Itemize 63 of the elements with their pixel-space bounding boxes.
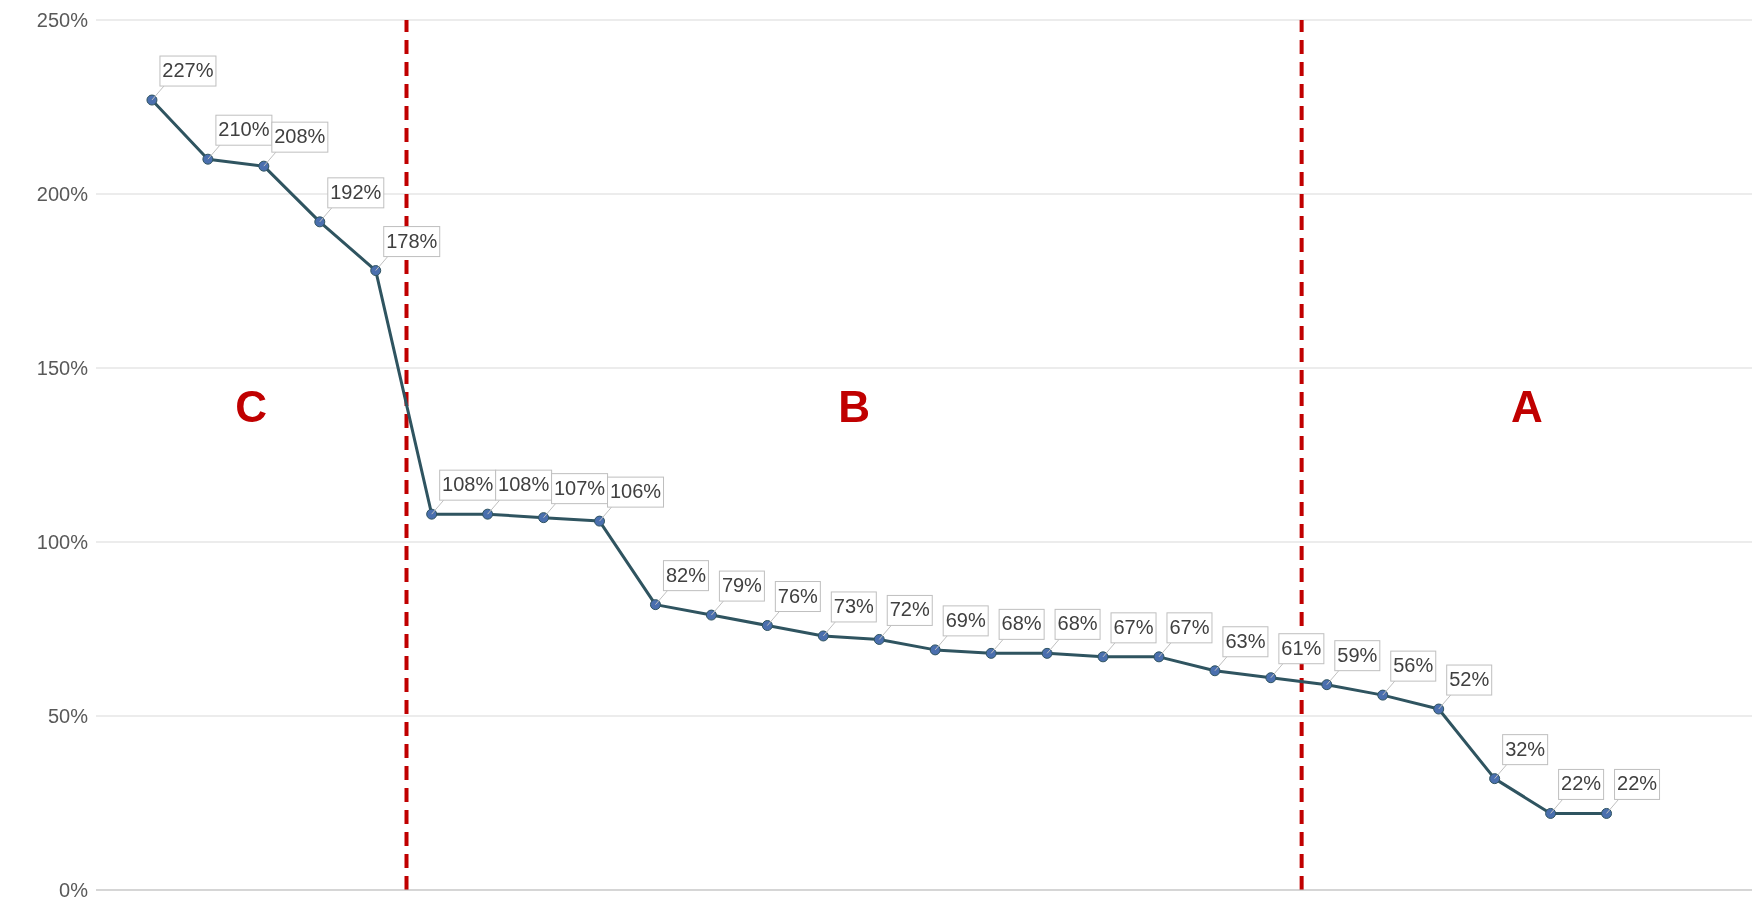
data-label: 72% [889,598,930,621]
point [761,620,773,632]
point [1545,807,1557,819]
data-label: 68% [1057,612,1098,635]
point [1321,679,1333,691]
y-tick-label: 0% [59,879,89,902]
data-label: 82% [665,563,707,586]
data-label: 22% [1617,772,1658,795]
data-label: 108% [442,473,494,496]
point [1209,665,1221,677]
y-tick-label: 100% [36,531,89,554]
point [1601,807,1613,819]
point [1433,703,1445,715]
point [426,508,438,520]
point [482,508,494,520]
point [1097,651,1109,663]
data-label: 192% [330,180,382,203]
data-label: 67% [1169,615,1210,638]
point [538,512,550,524]
data-label: 76% [777,584,819,607]
y-tick-label: 250% [36,9,89,32]
point [146,94,158,106]
annotation: B [838,381,870,431]
y-tick-label: 50% [47,705,89,728]
data-label: 69% [945,608,986,631]
point [873,633,885,645]
point [705,609,717,621]
point [1041,647,1053,659]
data-label: 227% [162,59,214,82]
data-label: 67% [1113,615,1154,638]
point [202,153,214,165]
point [1265,672,1277,684]
data-label: 178% [386,229,438,252]
point [985,647,997,659]
data-label: 79% [721,574,763,597]
point [649,599,661,611]
annotation: C [235,381,268,431]
data-label: 68% [1001,612,1042,635]
point [817,630,829,642]
point [594,515,606,527]
point [314,216,326,228]
point [1377,689,1389,701]
point [1489,773,1501,785]
y-tick-label: 150% [36,357,89,380]
y-tick-label: 200% [36,183,89,206]
point [1153,651,1165,663]
data-label: 63% [1225,629,1266,652]
data-label: 73% [833,594,875,617]
annotation: A [1510,381,1543,431]
data-label: 61% [1281,636,1322,659]
data-label: 22% [1561,772,1602,795]
data-label: 210% [218,118,270,141]
data-label: 208% [274,125,326,148]
data-label: 52% [1449,668,1490,691]
data-label: 108% [498,473,550,496]
point [929,644,941,656]
data-label: 32% [1505,737,1546,760]
point [370,265,382,277]
data-label: 59% [1337,643,1378,666]
point [258,160,270,172]
data-label: 56% [1393,654,1434,677]
data-label: 107% [553,476,606,499]
data-label: 106% [609,480,662,503]
